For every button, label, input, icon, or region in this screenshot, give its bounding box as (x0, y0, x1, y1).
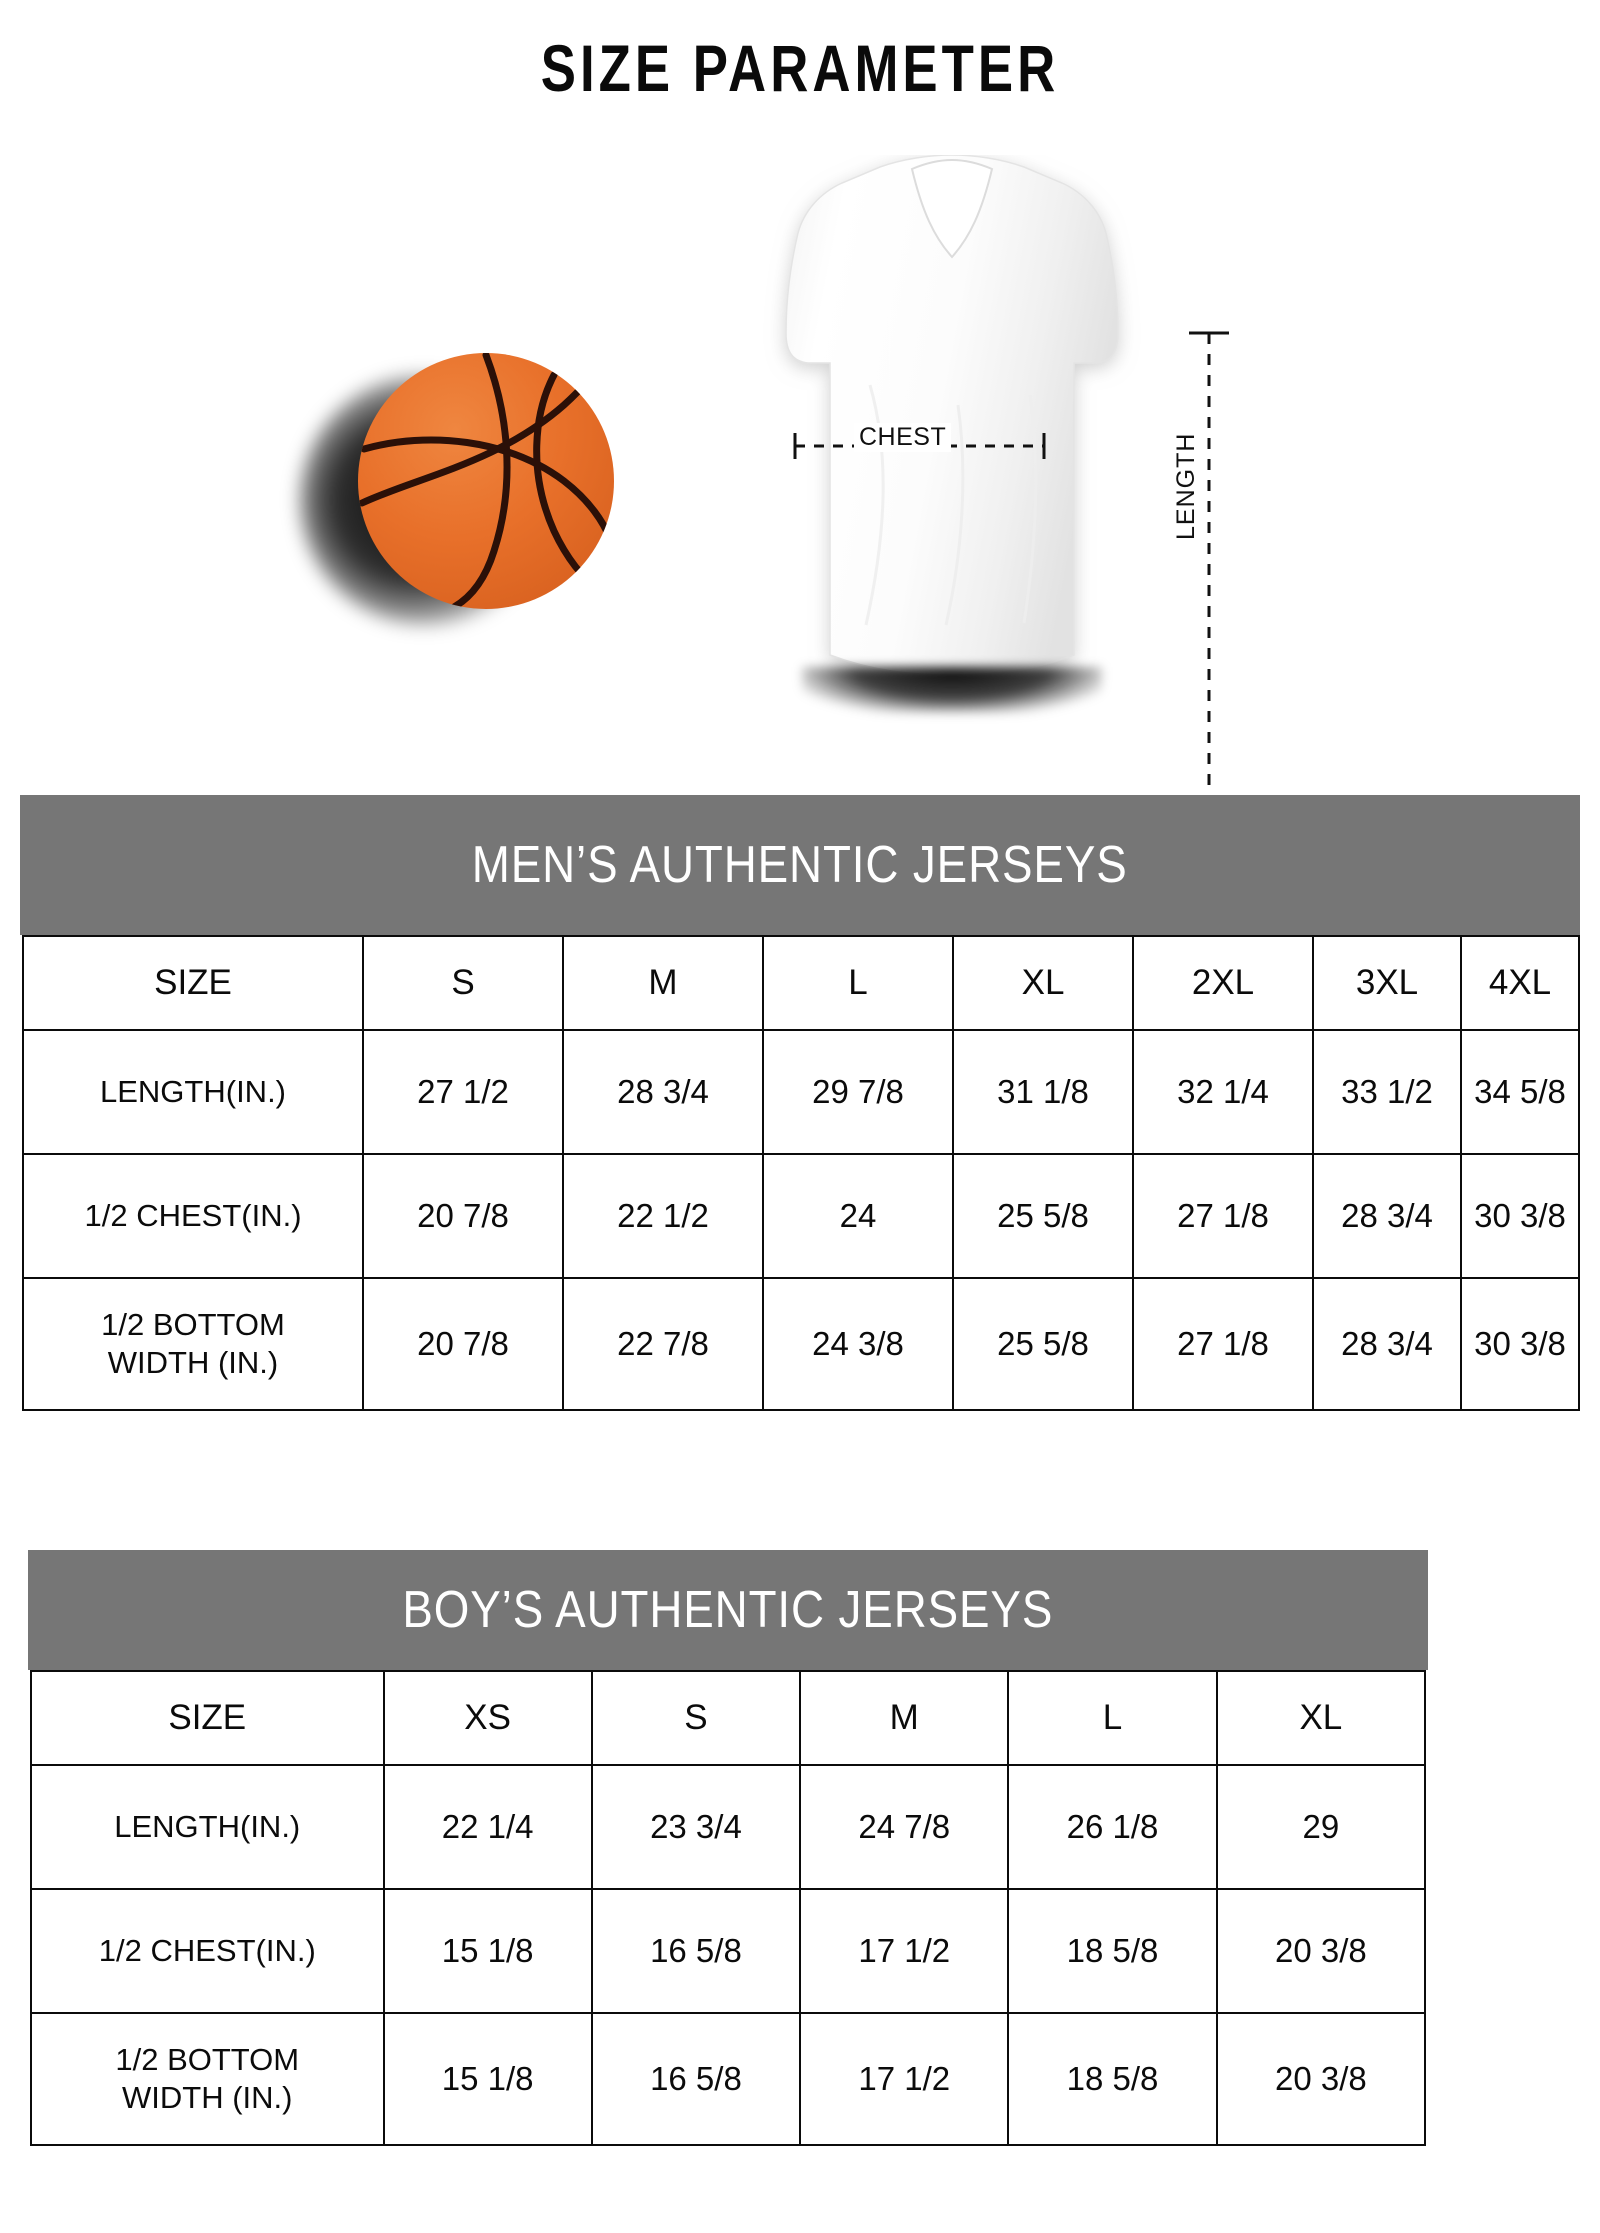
cell-chest-l: 18 5/8 (1007, 1888, 1218, 2014)
mens-table-title: MEN’S AUTHENTIC JERSEYS (472, 836, 1128, 894)
cell-chest-4xl: 30 3/8 (1460, 1153, 1580, 1279)
table-header-row: SIZE S M L XL 2XL 3XL 4XL (22, 935, 1580, 1031)
cell-bottom-l: 18 5/8 (1007, 2012, 1218, 2146)
cell-bottom-m: 17 1/2 (799, 2012, 1010, 2146)
table-row: 1/2 BOTTOM WIDTH (IN.) 15 1/8 16 5/8 17 … (30, 2012, 1427, 2146)
cell-length-xl: 31 1/8 (952, 1029, 1134, 1155)
cell-chest-s: 16 5/8 (590, 1888, 802, 2014)
boys-size-table: SIZE XS S M L XL LENGTH(IN.) 22 1/4 23 3… (30, 1670, 1427, 2146)
jersey-icon (762, 155, 1142, 715)
cell-bottom-4xl: 30 3/8 (1460, 1277, 1580, 1411)
cell-length-l: 26 1/8 (1007, 1764, 1218, 1890)
mens-table-header-band: MEN’S AUTHENTIC JERSEYS (20, 795, 1580, 935)
table-row: LENGTH(IN.) 27 1/2 28 3/4 29 7/8 31 1/8 … (22, 1029, 1580, 1155)
row-label-half-bottom-width: 1/2 BOTTOM WIDTH (IN.) (22, 1277, 364, 1411)
cell-chest-m: 17 1/2 (799, 1888, 1010, 2014)
basketball-sphere (358, 353, 614, 609)
cell-bottom-xs: 15 1/8 (382, 2012, 593, 2146)
cell-length-l: 29 7/8 (762, 1029, 954, 1155)
cell-chest-xl: 25 5/8 (952, 1153, 1134, 1279)
cell-length-xs: 22 1/4 (382, 1764, 593, 1890)
mens-size-table: SIZE S M L XL 2XL 3XL 4XL LENGTH(IN.) 27… (22, 935, 1580, 1411)
column-header-s: S (362, 935, 564, 1031)
page-title: SIZE PARAMETER (540, 31, 1060, 105)
column-header-s: S (590, 1670, 802, 1766)
illustration-area: CHEST LENGTH (0, 155, 1600, 889)
table-row: 1/2 BOTTOM WIDTH (IN.) 20 7/8 22 7/8 24 … (22, 1277, 1580, 1411)
row-label-line2: WIDTH (IN.) (107, 1345, 279, 1380)
cell-chest-3xl: 28 3/4 (1312, 1153, 1462, 1279)
row-label-half-chest: 1/2 CHEST(IN.) (30, 1888, 385, 2014)
cell-bottom-m: 22 7/8 (562, 1277, 764, 1411)
boys-table-header-band: BOY’S AUTHENTIC JERSEYS (28, 1550, 1428, 1670)
jersey-shadow (802, 667, 1102, 713)
row-label-length: LENGTH(IN.) (22, 1029, 364, 1155)
column-header-l: L (762, 935, 954, 1031)
boys-table-title: BOY’S AUTHENTIC JERSEYS (402, 1581, 1054, 1639)
cell-length-4xl: 34 5/8 (1460, 1029, 1580, 1155)
row-label-length: LENGTH(IN.) (30, 1764, 385, 1890)
table-row: LENGTH(IN.) 22 1/4 23 3/4 24 7/8 26 1/8 … (30, 1764, 1427, 1890)
table-row: 1/2 CHEST(IN.) 15 1/8 16 5/8 17 1/2 18 5… (30, 1888, 1427, 2014)
cell-length-s: 27 1/2 (362, 1029, 564, 1155)
cell-bottom-2xl: 27 1/8 (1132, 1277, 1314, 1411)
cell-chest-xs: 15 1/8 (382, 1888, 593, 2014)
column-header-l: L (1007, 1670, 1218, 1766)
cell-chest-m: 22 1/2 (562, 1153, 764, 1279)
column-header-m: M (562, 935, 764, 1031)
cell-bottom-xl: 25 5/8 (952, 1277, 1134, 1411)
cell-bottom-l: 24 3/8 (762, 1277, 954, 1411)
basketball-seams-icon (358, 353, 614, 609)
row-label-line1: 1/2 BOTTOM (101, 1307, 285, 1343)
column-header-4xl: 4XL (1460, 935, 1580, 1031)
column-header-xl: XL (1215, 1670, 1427, 1766)
cell-length-xl: 29 (1215, 1764, 1427, 1890)
column-header-xs: XS (382, 1670, 593, 1766)
row-label-half-bottom-width: 1/2 BOTTOM WIDTH (IN.) (30, 2012, 385, 2146)
cell-length-2xl: 32 1/4 (1132, 1029, 1314, 1155)
cell-length-m: 24 7/8 (799, 1764, 1010, 1890)
column-header-xl: XL (952, 935, 1134, 1031)
cell-chest-l: 24 (762, 1153, 954, 1279)
cell-length-s: 23 3/4 (590, 1764, 802, 1890)
cell-length-3xl: 33 1/2 (1312, 1029, 1462, 1155)
cell-chest-2xl: 27 1/8 (1132, 1153, 1314, 1279)
column-header-m: M (799, 1670, 1010, 1766)
jersey-shape (762, 155, 1142, 700)
cell-bottom-s: 20 7/8 (362, 1277, 564, 1411)
column-header-size: SIZE (30, 1670, 385, 1766)
column-header-3xl: 3XL (1312, 935, 1462, 1031)
cell-chest-xl: 20 3/8 (1215, 1888, 1427, 2014)
cell-bottom-xl: 20 3/8 (1215, 2012, 1427, 2146)
chest-label: CHEST (854, 423, 952, 452)
row-label-line2: WIDTH (IN.) (122, 2080, 293, 2115)
cell-length-m: 28 3/4 (562, 1029, 764, 1155)
column-header-2xl: 2XL (1132, 935, 1314, 1031)
cell-bottom-s: 16 5/8 (590, 2012, 802, 2146)
row-label-line1: 1/2 BOTTOM (115, 2042, 300, 2078)
length-label: LENGTH (1172, 432, 1200, 540)
cell-chest-s: 20 7/8 (362, 1153, 564, 1279)
column-header-size: SIZE (22, 935, 364, 1031)
cell-bottom-3xl: 28 3/4 (1312, 1277, 1462, 1411)
row-label-half-chest: 1/2 CHEST(IN.) (22, 1153, 364, 1279)
basketball-icon (300, 345, 630, 645)
table-header-row: SIZE XS S M L XL (30, 1670, 1427, 1766)
table-row: 1/2 CHEST(IN.) 20 7/8 22 1/2 24 25 5/8 2… (22, 1153, 1580, 1279)
chest-dimension-line (793, 433, 1046, 459)
